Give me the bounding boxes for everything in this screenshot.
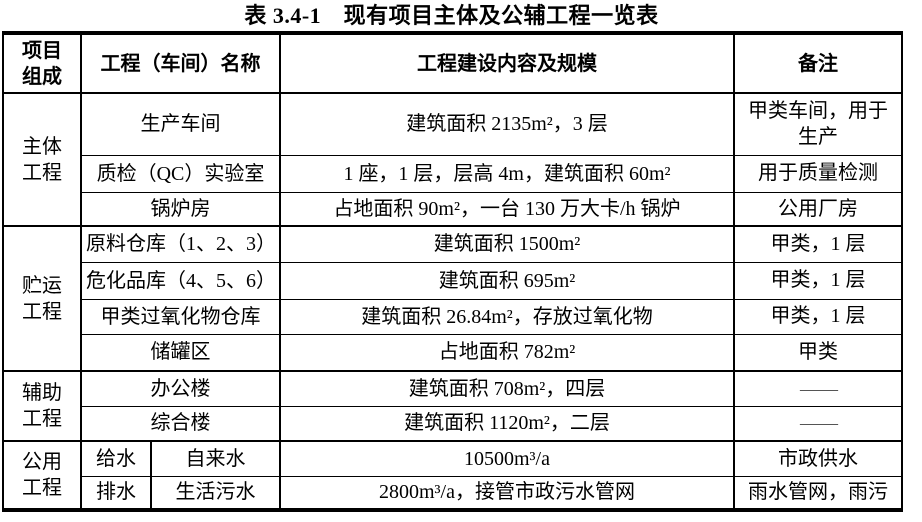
cell-remark: 甲类 — [733, 333, 903, 372]
cell-name: 锅炉房 — [80, 191, 281, 227]
cell-name: 质检（QC）实验室 — [80, 154, 281, 193]
table-row: 主体 工程 生产车间 建筑面积 2135m²，3 层 甲类车间，用于生产 — [2, 92, 903, 227]
header-project-composition: 项目 组成 — [2, 32, 82, 94]
cell-name: 甲类过氧化物仓库 — [80, 298, 281, 335]
cell-name: 危化品库（4、5、6） — [80, 261, 281, 300]
table-row: 综合楼 建筑面积 1120m²，二层 —— — [3, 405, 903, 442]
section-label-auxiliary-works: 辅助 工程 — [2, 370, 82, 442]
header-construction-content: 工程建设内容及规模 — [279, 32, 735, 94]
cell-name: 原料仓库（1、2、3） — [80, 225, 281, 263]
cell-content: 建筑面积 708m²，四层 — [279, 370, 735, 407]
cell-sub-name: 生活污水 — [150, 475, 281, 511]
cell-remark: 甲类，1 层 — [733, 261, 903, 300]
cell-content: 建筑面积 1500m² — [279, 225, 735, 263]
table-row: 储罐区 占地面积 782m² 甲类 — [3, 333, 903, 372]
header-workshop-name: 工程（车间）名称 — [80, 32, 281, 94]
cell-content: 占地面积 782m² — [279, 333, 735, 372]
table-row: 公用 工程 给水 自来水 10500m³/a 市政供水 — [2, 440, 903, 511]
cell-remark: 市政供水 — [733, 440, 903, 477]
cell-name: 办公楼 — [80, 370, 281, 407]
cell-sub-name: 自来水 — [150, 440, 281, 477]
table-row: 锅炉房 占地面积 90m²，一台 130 万大卡/h 锅炉 公用厂房 — [3, 191, 903, 227]
cell-name: 储罐区 — [80, 333, 281, 372]
cell-content: 建筑面积 26.84m²，存放过氧化物 — [279, 298, 735, 335]
cell-remark: 雨水管网，雨污 — [733, 475, 903, 511]
table-title: 表 3.4-1 现有项目主体及公辅工程一览表 — [244, 3, 659, 28]
table-row: 贮运 工程 原料仓库（1、2、3） 建筑面积 1500m² 甲类，1 层 — [2, 225, 903, 372]
cell-remark: 甲类，1 层 — [733, 298, 903, 335]
cell-remark: 公用厂房 — [733, 191, 903, 227]
table-row: 危化品库（4、5、6） 建筑面积 695m² 甲类，1 层 — [3, 261, 903, 300]
cell-content: 建筑面积 1120m²，二层 — [279, 405, 735, 442]
cell-content: 2800m³/a，接管市政污水管网 — [279, 475, 735, 511]
section-label-main-works: 主体 工程 — [2, 92, 82, 227]
cell-name: 排水 — [80, 475, 152, 511]
section-label-utility-works: 公用 工程 — [2, 440, 82, 511]
cell-content: 占地面积 90m²，一台 130 万大卡/h 锅炉 — [279, 191, 735, 227]
cell-name: 给水 — [80, 440, 152, 477]
header-remark: 备注 — [733, 32, 903, 94]
table-row: 排水 生活污水 2800m³/a，接管市政污水管网 雨水管网，雨污 — [3, 475, 903, 511]
table-row: 甲类过氧化物仓库 建筑面积 26.84m²，存放过氧化物 甲类，1 层 — [3, 298, 903, 335]
project-overview-table: 项目 组成 工程（车间）名称 工程建设内容及规模 备注 主体 工程 生产车间 建… — [2, 31, 903, 512]
cell-content: 10500m³/a — [279, 440, 735, 477]
cell-content: 1 座，1 层，层高 4m，建筑面积 60m² — [279, 154, 735, 193]
cell-remark: 甲类车间，用于生产 — [733, 92, 903, 156]
document-page: 表 3.4-1 现有项目主体及公辅工程一览表 项目 组成 工程（车间）名称 工程… — [2, 0, 903, 512]
cell-content: 建筑面积 2135m²，3 层 — [279, 92, 735, 156]
cell-remark: —— — [733, 405, 903, 442]
table-row: 质检（QC）实验室 1 座，1 层，层高 4m，建筑面积 60m² 用于质量检测 — [3, 154, 903, 193]
cell-remark: 用于质量检测 — [733, 154, 903, 193]
cell-remark: —— — [733, 370, 903, 407]
cell-remark: 甲类，1 层 — [733, 225, 903, 263]
table-row: 辅助 工程 办公楼 建筑面积 708m²，四层 —— — [2, 370, 903, 442]
table-header-row: 项目 组成 工程（车间）名称 工程建设内容及规模 备注 — [2, 32, 903, 94]
cell-name: 生产车间 — [80, 92, 281, 156]
section-label-storage-works: 贮运 工程 — [2, 225, 82, 372]
cell-content: 建筑面积 695m² — [279, 261, 735, 300]
cell-name: 综合楼 — [80, 405, 281, 442]
